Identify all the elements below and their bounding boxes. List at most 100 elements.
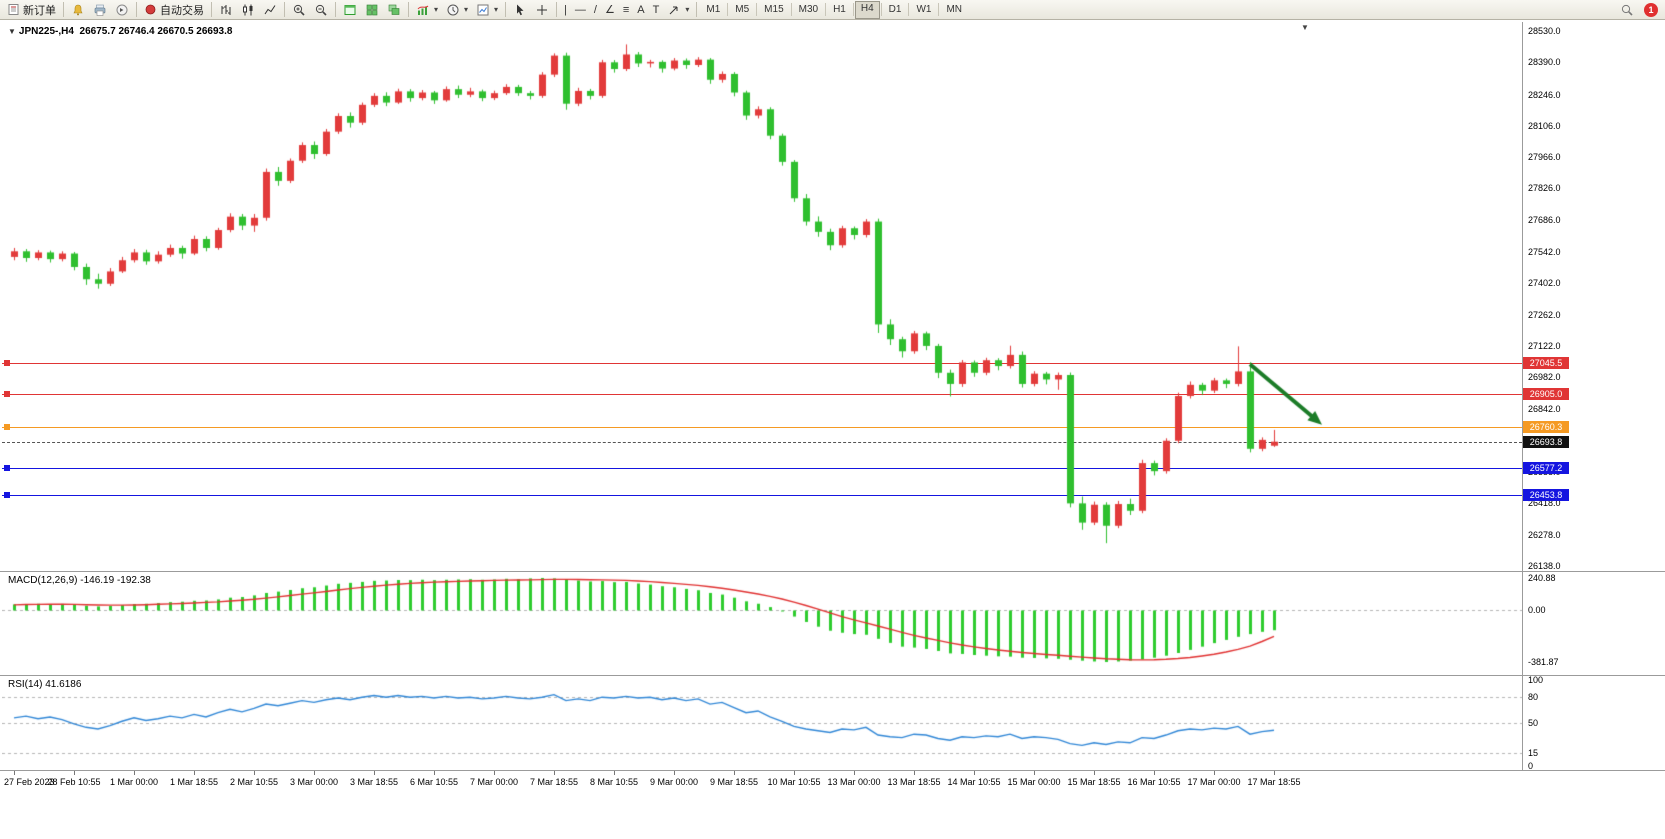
chevron-down-icon: ▾	[464, 5, 469, 14]
new-order-button[interactable]: 新订单	[3, 1, 60, 19]
price-scale-label: 26418.0	[1528, 498, 1561, 509]
time-axis-label: 1 Mar 00:00	[109, 777, 159, 787]
time-tick	[134, 771, 135, 775]
price-scale-label: 27402.0	[1528, 278, 1561, 289]
ohlc-dropdown-icon[interactable]: ▼	[8, 27, 16, 36]
fibonacci-tool-icon[interactable]: ≡	[622, 3, 630, 16]
vertical-line-tool-icon[interactable]: |	[564, 3, 567, 16]
timeframe-button-w1[interactable]: W1	[916, 3, 932, 15]
divider	[727, 3, 729, 16]
rsi-scale-label: 80	[1528, 692, 1539, 703]
new-order-label: 新订单	[23, 4, 56, 17]
text-tool-icon[interactable]: A	[637, 3, 645, 16]
price-tag: 26577.2	[1523, 461, 1569, 474]
price-scale-label: 28106.0	[1528, 120, 1561, 131]
cursor-icon[interactable]	[509, 1, 531, 19]
macd-scale-label: 0.00	[1528, 605, 1546, 616]
print-icon[interactable]	[89, 1, 111, 19]
time-tick	[1094, 771, 1095, 775]
channel-tool-icon[interactable]: ∠	[604, 3, 615, 16]
label-tool-icon[interactable]: T	[652, 3, 660, 16]
timeframe-button-m15[interactable]: M15	[764, 3, 784, 15]
zoom-out-icon[interactable]	[310, 1, 332, 19]
time-axis-label: 28 Feb 10:55	[47, 777, 101, 787]
price-scale-label: 27966.0	[1528, 152, 1561, 163]
timeframe-button-m5[interactable]: M5	[735, 3, 750, 15]
time-tick	[194, 771, 195, 775]
candlestick-chart-icon[interactable]	[237, 1, 259, 19]
auto-trading-icon	[144, 3, 157, 16]
macd-scale-label: -381.87	[1528, 657, 1559, 667]
macd-label: MACD(12,26,9) -146.19 -192.38	[8, 575, 151, 586]
notification-badge[interactable]: 1	[1644, 2, 1658, 17]
time-axis-label: 10 Mar 10:55	[767, 777, 821, 787]
time-tick	[734, 771, 735, 775]
timeframe-button-h4[interactable]: H4	[854, 0, 880, 19]
divider	[756, 3, 758, 16]
chart-shift-marker[interactable]: ▼	[1301, 23, 1309, 32]
divider	[505, 2, 507, 17]
ohlc-values: 26675.7 26746.4 26670.5 26693.8	[79, 26, 233, 37]
bell-icon[interactable]	[67, 1, 89, 19]
timeframe-button-mn[interactable]: MN	[946, 3, 963, 15]
divider	[284, 2, 285, 17]
divider	[408, 2, 409, 17]
trendline-tool-icon[interactable]: /	[593, 3, 597, 16]
sound-icon[interactable]	[111, 1, 133, 19]
divider	[880, 3, 882, 16]
timeframe-button-h1[interactable]: H1	[833, 3, 846, 15]
timeframe-button-m30[interactable]: M30	[798, 3, 819, 15]
time-axis-label: 7 Mar 00:00	[469, 777, 519, 787]
time-tick	[1034, 771, 1035, 775]
price-tag: 26693.8	[1523, 435, 1569, 448]
macd-scale-label: 240.88	[1528, 573, 1556, 583]
crosshair-icon[interactable]	[531, 1, 553, 19]
time-tick	[1274, 771, 1275, 775]
price-scale-label: 28390.0	[1528, 57, 1561, 68]
arrows-tool-icon[interactable]: ▾	[663, 1, 693, 19]
divider	[63, 2, 64, 17]
periods-icon[interactable]: ▾	[442, 1, 472, 19]
divider	[938, 3, 940, 16]
cascade-windows-icon[interactable]	[383, 1, 405, 19]
bar-chart-icon[interactable]	[215, 1, 237, 19]
rsi-scale-label: 50	[1528, 718, 1539, 728]
panel-splitter-rsi[interactable]	[0, 675, 1665, 676]
divider	[908, 3, 910, 16]
price-scale-label: 27122.0	[1528, 340, 1561, 351]
time-axis[interactable]: 27 Feb 2023 28 Feb 10:55 1 Mar 00:00 1 Mar …	[2, 771, 1602, 799]
time-tick	[914, 771, 915, 775]
price-scale-label: 26138.0	[1528, 561, 1561, 571]
price-scale-label: 26842.0	[1528, 403, 1561, 414]
horizontal-line-tool-icon[interactable]: —	[574, 3, 586, 16]
candlestick-chart[interactable]	[2, 22, 1522, 571]
time-tick	[434, 771, 435, 775]
time-axis-label: 17 Mar 00:00	[1187, 777, 1241, 787]
search-icon[interactable]	[1616, 1, 1638, 19]
divider	[696, 2, 698, 17]
rsi-indicator-chart[interactable]	[2, 676, 1522, 770]
zoom-in-icon[interactable]	[288, 1, 310, 19]
templates-icon[interactable]: ▾	[472, 1, 502, 19]
time-tick	[854, 771, 855, 775]
macd-indicator-chart[interactable]	[2, 572, 1522, 676]
time-axis-label: 13 Mar 18:55	[887, 777, 941, 787]
time-tick	[374, 771, 375, 775]
timeframe-button-d1[interactable]: D1	[888, 3, 902, 15]
time-axis-label: 2 Mar 10:55	[229, 777, 279, 787]
auto-trading-button[interactable]: 自动交易	[140, 1, 208, 19]
timeframe-button-m1[interactable]: M1	[706, 3, 721, 15]
line-chart-icon[interactable]	[259, 1, 281, 19]
indicators-icon[interactable]: ▾	[412, 1, 442, 19]
time-axis-label: 6 Mar 10:55	[409, 777, 459, 787]
rsi-label: RSI(14) 41.6186	[8, 679, 82, 690]
time-axis-label: 3 Mar 00:00	[289, 777, 339, 787]
time-axis-label: 27 Feb 2023	[4, 777, 55, 787]
time-axis-label: 16 Mar 10:55	[1127, 777, 1181, 787]
time-axis-label: 15 Mar 00:00	[1007, 777, 1061, 787]
price-scale-separator	[1522, 22, 1523, 770]
panel-splitter-macd[interactable]	[0, 571, 1665, 572]
tile-windows-icon[interactable]	[361, 1, 383, 19]
price-scale[interactable]: 28530.0 28390.0 28246.0 28106.0 27966.0 27826…	[1522, 20, 1665, 839]
new-chart-icon[interactable]	[339, 1, 361, 19]
